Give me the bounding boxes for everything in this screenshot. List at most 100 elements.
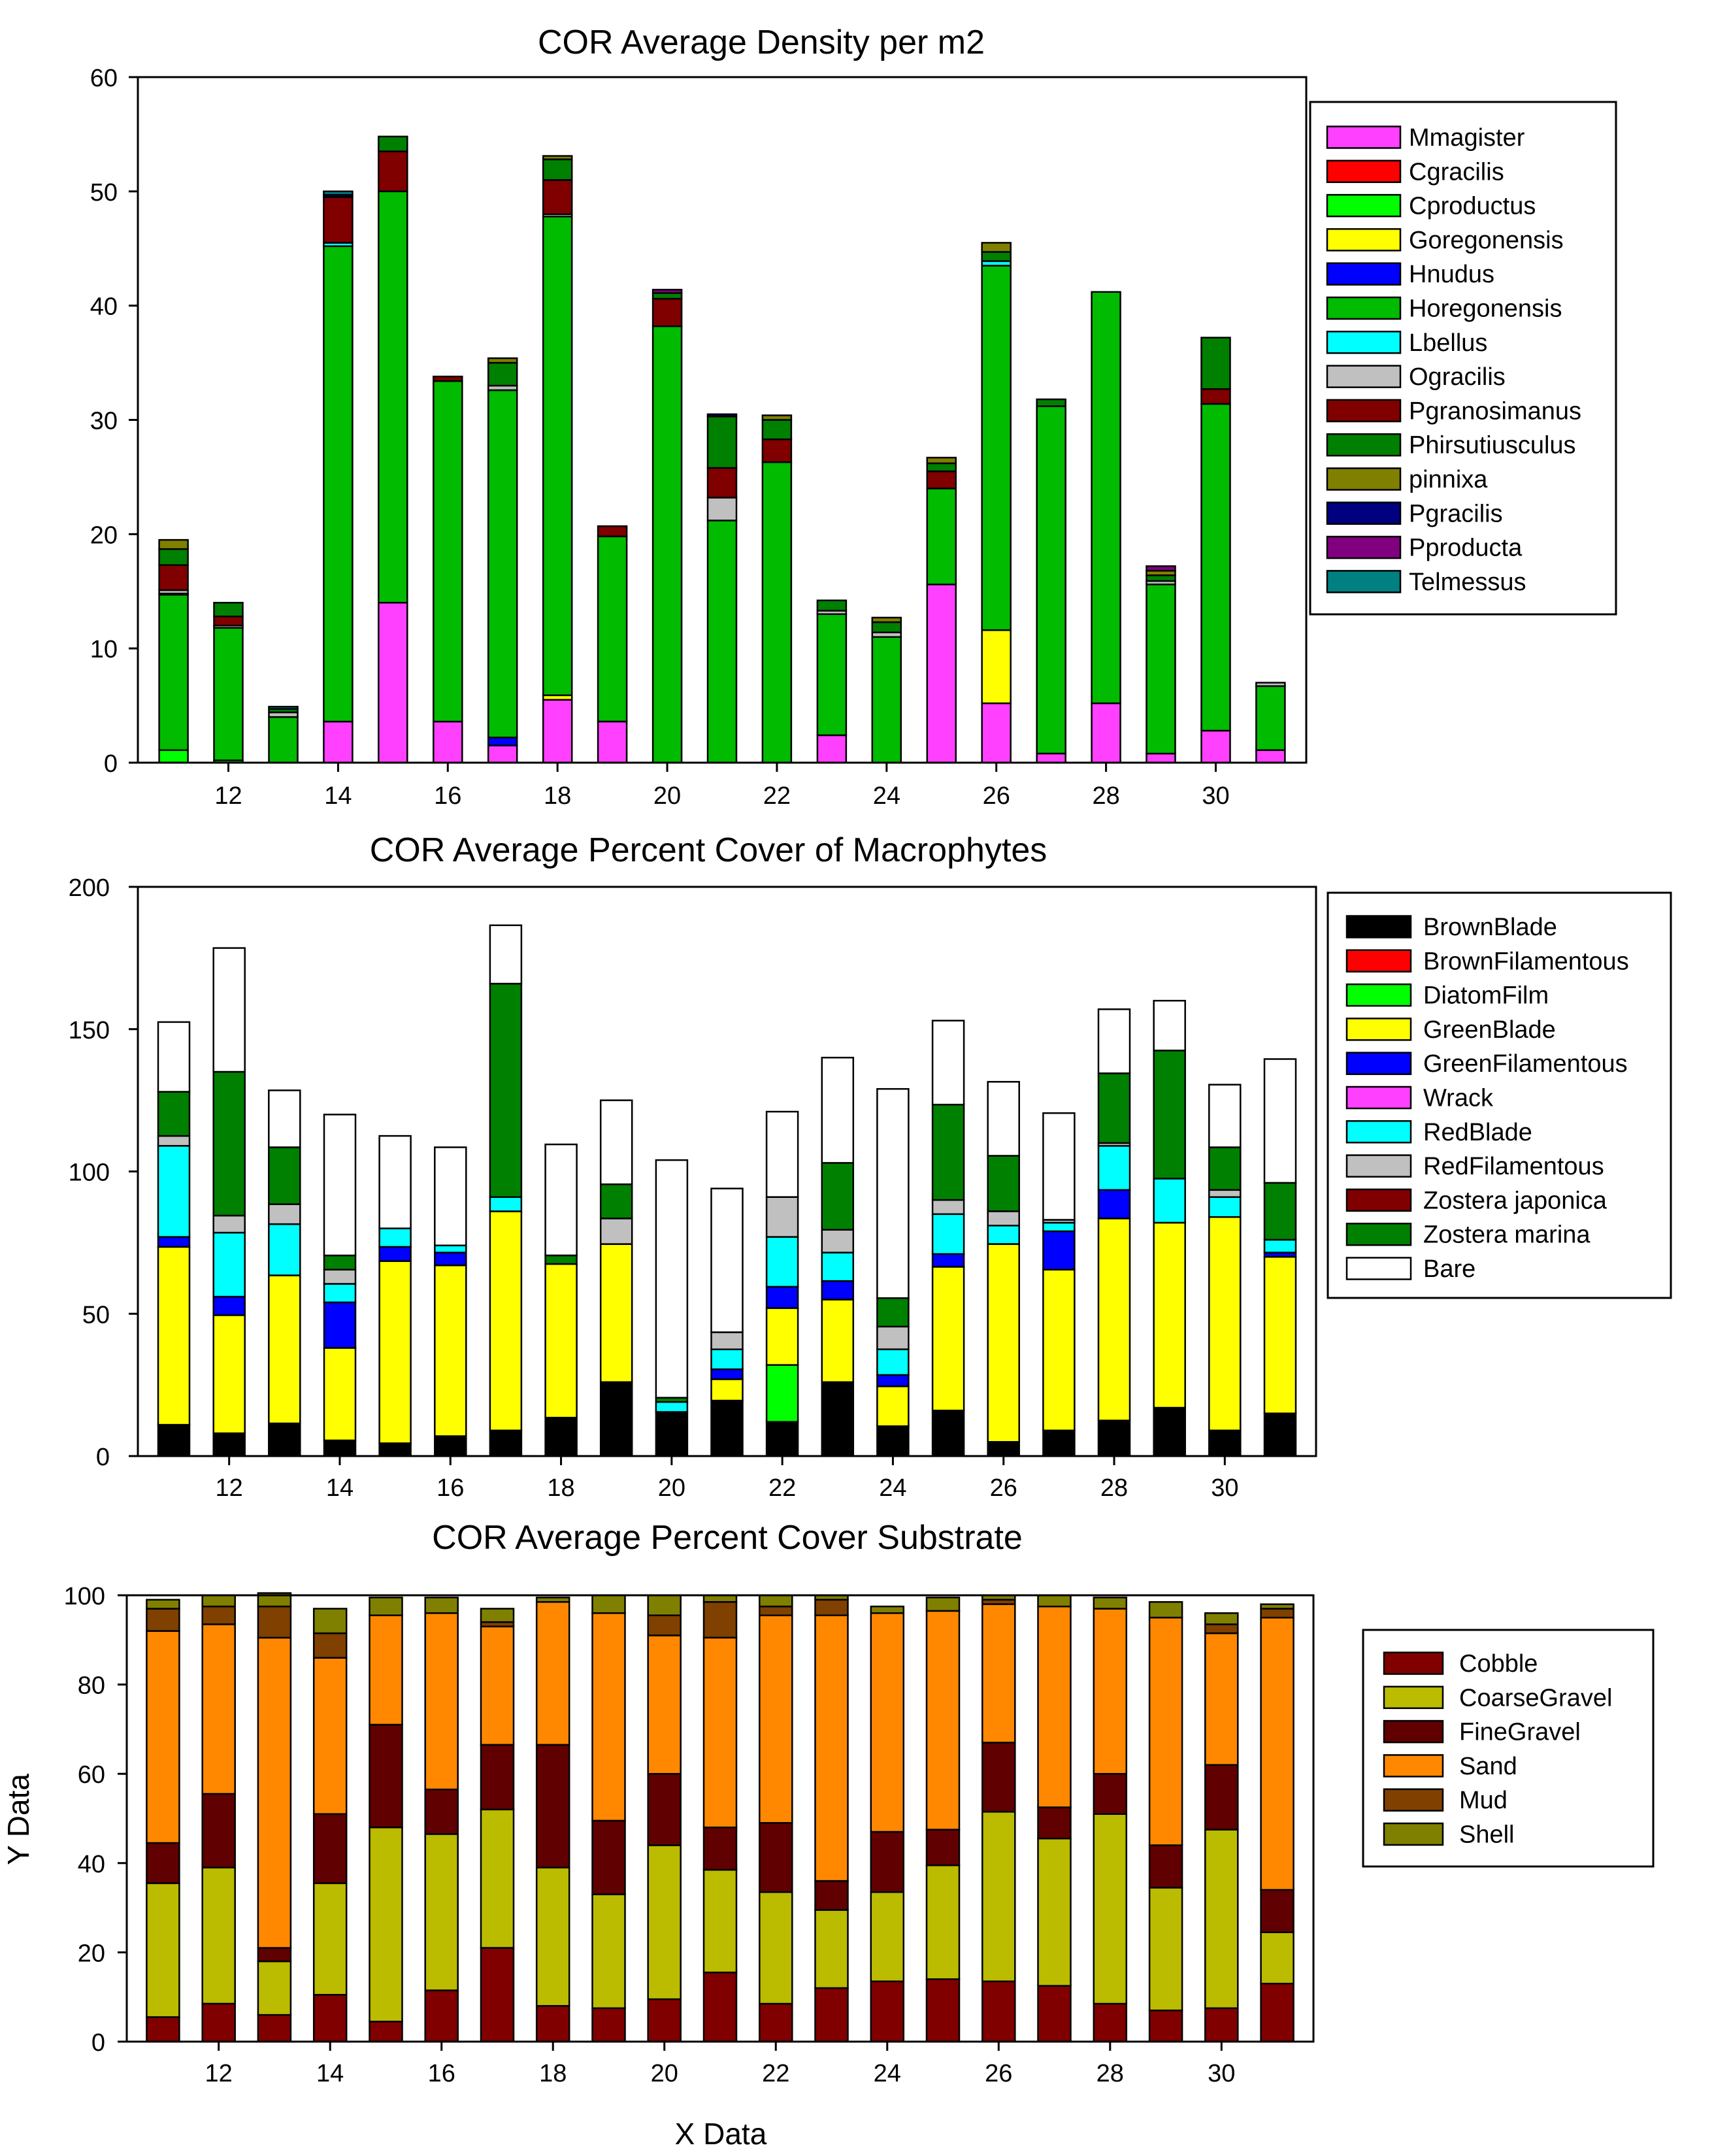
- density-chart-bar-segment-telmessus-x14: [323, 190, 354, 196]
- density-chart-bar-segment-mmagister-x26: [981, 702, 1012, 764]
- macrophyte-chart-bar-segment-greenblade-x13: [268, 1274, 301, 1425]
- density-chart-plot-frame: [137, 76, 1308, 764]
- substrate-chart-marks: [146, 1592, 1294, 2043]
- substrate-chart-bar-segment-shell-x16: [424, 1597, 459, 1614]
- substrate-chart-bar-segment-mud-x20: [647, 1614, 682, 1636]
- density-chart-x-tick-label-20: 20: [653, 782, 681, 810]
- substrate-chart-legend-label-cobble: Cobble: [1459, 1650, 1538, 1678]
- density-chart-legend-label-pproducta: Pproducta: [1409, 535, 1523, 562]
- macrophyte-chart-x-tick-label-22: 22: [768, 1474, 796, 1502]
- density-chart-bar-segment-pinnixa-x11: [158, 539, 189, 550]
- macrophyte-chart-bar-segment-redfilamentous-x22: [765, 1196, 799, 1238]
- density-chart-x-tick-label-12: 12: [214, 782, 242, 810]
- substrate-chart-title: COR Average Percent Cover Substrate: [432, 1519, 1023, 1557]
- substrate-chart-bar-segment-sand-x27: [1037, 1605, 1072, 1808]
- substrate-chart-bar-segment-sand-x31: [1260, 1616, 1294, 1891]
- density-chart-bar-segment-pgranosimanus-x25: [926, 470, 957, 489]
- substrate-chart-legend-swatch-cobble: [1383, 1651, 1444, 1675]
- macrophyte-chart-bar-segment-redblade-x23: [821, 1252, 855, 1282]
- macrophyte-chart-bar-segment-bare-x27: [1042, 1112, 1076, 1221]
- density-chart-bar-segment-mmagister-x18: [542, 699, 573, 764]
- density-chart-bar-segment-pgranosimanus-x30: [1200, 388, 1231, 405]
- density-chart-legend-swatch-cproductus: [1326, 193, 1402, 218]
- substrate-chart-bar-segment-coarsegravel-x18: [535, 1866, 570, 2007]
- density-chart: COR Average Density per m2 0 10 20 30 40 50 60…: [90, 24, 1617, 810]
- macrophyte-chart-bar-segment-redblade-x28: [1097, 1145, 1131, 1191]
- macrophyte-chart-x-tick-label-24: 24: [879, 1474, 906, 1502]
- substrate-chart-bar-segment-shell-x31: [1260, 1603, 1294, 1610]
- macrophyte-chart-bar-segment-redfilamentous-x19: [599, 1218, 633, 1245]
- density-chart-bar-segment-pinnixa-x26: [981, 242, 1012, 253]
- density-chart-legend-swatch-phirsutiusculus: [1326, 433, 1402, 457]
- density-chart-bar-segment-pgranosimanus-x18: [542, 179, 573, 216]
- macrophyte-chart-bar-segment-bare-x14: [323, 1114, 357, 1257]
- substrate-chart-bar-segment-sand-x19: [591, 1612, 626, 1822]
- density-chart-legend-swatch-hnudus: [1326, 262, 1402, 286]
- macrophyte-chart-y-tick-label-0: 0: [96, 1444, 110, 1471]
- macrophyte-chart-legend-swatch-brownblade: [1345, 915, 1412, 938]
- density-chart-bar-segment-horegonensis-x26: [981, 265, 1012, 631]
- macrophyte-chart-bar-segment-redblade-x22: [765, 1236, 799, 1288]
- substrate-chart-bar-segment-shell-x25: [925, 1597, 961, 1612]
- macrophyte-chart-bar-segment-bare-x12: [212, 947, 246, 1073]
- macrophyte-chart-legend-swatch-zostera-marina: [1345, 1222, 1412, 1246]
- substrate-chart-bar-segment-coarsegravel-x11: [146, 1882, 180, 2018]
- macrophyte-chart-bar-segment-bare-x20: [655, 1159, 689, 1399]
- substrate-chart-y-axis-label: Y Data: [1, 1774, 35, 1865]
- substrate-chart-bar-segment-cobble-x13: [257, 2014, 292, 2043]
- macrophyte-chart-x-tick-label-18: 18: [547, 1474, 574, 1502]
- substrate-chart-legend-swatch-mud: [1383, 1788, 1444, 1812]
- macrophyte-chart-bar-segment-greenfilamentous-x27: [1042, 1230, 1076, 1271]
- density-chart-bar-segment-horegonensis-x17: [487, 389, 518, 738]
- density-chart-bar-segment-mmagister-x29: [1145, 752, 1176, 764]
- substrate-chart-bar-segment-shell-x11: [146, 1599, 180, 1610]
- macrophyte-chart-legend-label-greenfilamentous: GreenFilamentous: [1423, 1050, 1628, 1078]
- density-chart-y-tick-label-20: 20: [90, 522, 118, 549]
- macrophyte-chart-legend-swatch-wrack: [1345, 1086, 1412, 1110]
- density-chart-bar-segment-mmagister-x27: [1036, 752, 1066, 764]
- macrophyte-chart-legend-label-brownblade: BrownBlade: [1423, 914, 1557, 941]
- density-chart-bar-segment-horegonensis-x23: [816, 613, 848, 737]
- density-chart-bar-segment-phirsutiusculus-x26: [981, 251, 1012, 262]
- density-chart-y-tick-label-50: 50: [90, 179, 118, 207]
- substrate-chart-bar-segment-cobble-x27: [1037, 1985, 1072, 2043]
- substrate-chart-bar-segment-finegravel-x17: [480, 1744, 515, 1811]
- substrate-chart-bar-segment-finegravel-x27: [1037, 1806, 1072, 1840]
- substrate-chart-bar-segment-finegravel-x16: [424, 1788, 459, 1835]
- density-chart-bar-segment-telmessus-x13: [268, 706, 299, 710]
- density-chart-bar-segment-pinnixa-x18: [542, 155, 573, 161]
- density-chart-bar-segment-pgracilis-x21: [706, 413, 738, 418]
- substrate-chart-legend-swatch-shell: [1383, 1822, 1444, 1846]
- macrophyte-chart-bar-segment-greenblade-x22: [765, 1307, 799, 1366]
- macrophyte-chart-bar-segment-brownblade-x22: [765, 1421, 799, 1457]
- macrophyte-chart-bar-segment-redblade-x14: [323, 1283, 357, 1304]
- substrate-chart-bar-segment-coarsegravel-x22: [759, 1891, 793, 2005]
- macrophyte-chart-legend-label-redblade: RedBlade: [1423, 1119, 1532, 1146]
- macrophyte-chart-bar-segment-redfilamentous-x25: [931, 1199, 965, 1216]
- substrate-chart-bar-segment-cobble-x11: [146, 2016, 180, 2043]
- macrophyte-chart-bar-segment-brownblade-x31: [1263, 1412, 1297, 1457]
- substrate-chart-x-tick-label-14: 14: [316, 2060, 344, 2087]
- density-chart-legend-label-lbellus: Lbellus: [1409, 329, 1487, 357]
- substrate-chart-bar-segment-shell-x18: [535, 1597, 570, 1603]
- substrate-chart-bar-segment-coarsegravel-x28: [1093, 1813, 1128, 2005]
- density-chart-bar-segment-pinnixa-x24: [871, 616, 902, 623]
- substrate-chart-bar-segment-coarsegravel-x14: [312, 1882, 348, 1996]
- substrate-chart-bar-segment-cobble-x29: [1148, 2009, 1183, 2043]
- density-chart-legend-box: [1309, 101, 1617, 616]
- substrate-chart-bar-segment-sand-x25: [925, 1610, 961, 1831]
- macrophyte-chart-plot-frame: [137, 886, 1317, 1457]
- substrate-chart-bar-segment-finegravel-x22: [759, 1822, 793, 1893]
- substrate-chart-bar-segment-cobble-x24: [870, 1980, 905, 2043]
- macrophyte-chart-bar-segment-brownblade-x15: [378, 1442, 412, 1457]
- macrophyte-chart-bar-segment-greenblade-x23: [821, 1299, 855, 1384]
- substrate-chart-bar-segment-cobble-x16: [424, 1989, 459, 2043]
- density-chart-bar-segment-horegonensis-x29: [1145, 584, 1176, 755]
- macrophyte-chart-legend-swatch-brownfilamentous: [1345, 949, 1412, 973]
- macrophyte-chart-bar-segment-greenblade-x31: [1263, 1255, 1297, 1414]
- macrophyte-chart-bar-segment-redfilamentous-x21: [710, 1331, 744, 1350]
- substrate-chart-bar-segment-cobble-x28: [1093, 2002, 1128, 2043]
- density-chart-bar-segment-phirsutiusculus-x18: [542, 158, 573, 181]
- macrophyte-chart-bar-segment-redblade-x27: [1042, 1221, 1076, 1233]
- density-chart-x-tick-label-18: 18: [544, 782, 571, 810]
